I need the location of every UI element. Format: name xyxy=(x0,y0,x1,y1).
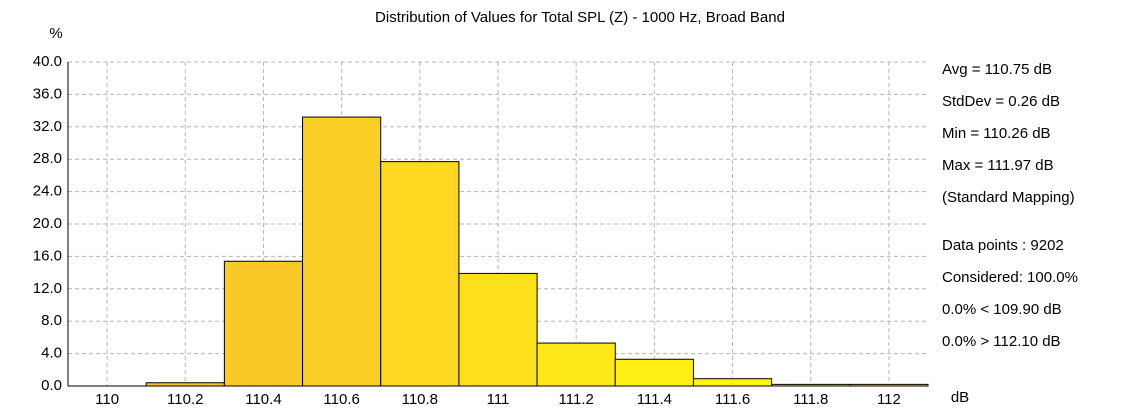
annotation: Avg = 110.75 dB xyxy=(942,61,1052,78)
annotation: Data points : 9202 xyxy=(942,237,1064,254)
x-tick-label: 112 xyxy=(877,391,901,408)
bar xyxy=(692,378,773,387)
annotation: 0.0% > 112.10 dB xyxy=(942,333,1061,350)
x-tick-label: 110 xyxy=(95,391,119,408)
y-tick-label: 28.0 xyxy=(33,150,62,167)
annotation: Min = 110.26 dB xyxy=(942,125,1051,142)
annotation: Max = 111.97 dB xyxy=(942,157,1054,174)
bar xyxy=(223,260,304,387)
x-tick-label: 111.2 xyxy=(559,391,594,408)
x-tick-label: 111 xyxy=(487,391,510,408)
x-tick-label: 111.6 xyxy=(715,391,750,408)
x-tick-label: 111.4 xyxy=(637,391,672,408)
bar xyxy=(302,116,382,387)
annotation: (Standard Mapping) xyxy=(942,189,1075,206)
bar xyxy=(458,272,538,387)
y-tick-label: 0.0 xyxy=(41,377,62,394)
annotation: 0.0% < 109.90 dB xyxy=(942,301,1062,318)
y-tick-label: 8.0 xyxy=(41,312,62,329)
x-tick-label: 110.4 xyxy=(245,391,281,408)
bar xyxy=(614,358,694,387)
annotation: StdDev = 0.26 dB xyxy=(942,93,1060,110)
x-tick-label: 111.8 xyxy=(793,391,828,408)
annotation: Considered: 100.0% xyxy=(942,269,1078,286)
x-tick-label: 110.6 xyxy=(323,391,359,408)
x-tick-label: 110.8 xyxy=(402,391,438,408)
y-tick-label: 16.0 xyxy=(33,247,62,264)
y-tick-label: 20.0 xyxy=(33,215,62,232)
x-tick-label: 110.2 xyxy=(167,391,203,408)
bar xyxy=(380,161,460,387)
y-tick-label: 36.0 xyxy=(33,85,62,102)
y-tick-label: 32.0 xyxy=(33,118,62,135)
y-tick-label: 4.0 xyxy=(41,345,62,362)
y-tick-label: 12.0 xyxy=(33,280,62,297)
y-tick-label: 40.0 xyxy=(33,53,62,70)
x-axis-label: dB xyxy=(951,389,969,406)
chart-title: Distribution of Values for Total SPL (Z)… xyxy=(375,9,785,26)
y-tick-label: 24.0 xyxy=(33,183,62,200)
bar xyxy=(536,342,616,387)
y-axis-label: % xyxy=(49,25,62,42)
